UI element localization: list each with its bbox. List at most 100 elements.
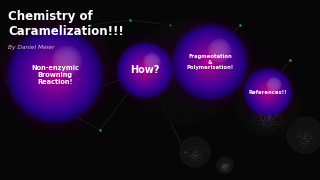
Point bbox=[217, 162, 222, 165]
Point bbox=[289, 100, 294, 103]
Point bbox=[271, 84, 276, 87]
Point bbox=[171, 27, 176, 30]
Point bbox=[57, 53, 62, 56]
Point bbox=[92, 75, 98, 78]
Circle shape bbox=[117, 42, 172, 97]
Point bbox=[157, 44, 162, 46]
Point bbox=[293, 95, 298, 98]
Point bbox=[228, 91, 233, 94]
Point bbox=[195, 23, 200, 26]
Point bbox=[161, 88, 166, 91]
Point bbox=[227, 162, 232, 165]
Point bbox=[154, 72, 159, 75]
Point bbox=[197, 69, 202, 72]
Point bbox=[22, 87, 27, 90]
Point bbox=[0, 52, 5, 55]
Point bbox=[151, 98, 156, 100]
Point bbox=[27, 18, 32, 21]
Point bbox=[237, 99, 242, 102]
Point bbox=[274, 98, 279, 100]
Point bbox=[55, 30, 60, 33]
Point bbox=[209, 38, 214, 41]
Point bbox=[219, 163, 224, 166]
Point bbox=[313, 132, 318, 134]
Point bbox=[53, 30, 58, 33]
Point bbox=[164, 96, 169, 99]
Point bbox=[38, 44, 43, 47]
Point bbox=[155, 103, 160, 106]
Point bbox=[242, 124, 247, 127]
Point bbox=[59, 106, 64, 109]
Point bbox=[11, 41, 16, 44]
Point bbox=[248, 120, 253, 123]
Point bbox=[49, 102, 54, 105]
Point bbox=[245, 93, 251, 96]
Point bbox=[222, 169, 227, 172]
Point bbox=[72, 65, 77, 68]
Point bbox=[63, 33, 68, 36]
Point bbox=[170, 61, 175, 64]
Point bbox=[46, 102, 52, 105]
Point bbox=[228, 163, 233, 166]
Point bbox=[294, 109, 299, 111]
Point bbox=[169, 40, 174, 43]
Point bbox=[138, 73, 143, 76]
Point bbox=[228, 167, 233, 170]
Point bbox=[180, 61, 185, 64]
Point bbox=[45, 37, 51, 40]
Point bbox=[215, 69, 220, 71]
Point bbox=[62, 64, 68, 67]
Point bbox=[266, 121, 271, 124]
Point bbox=[197, 86, 202, 89]
Point bbox=[39, 91, 44, 94]
Point bbox=[252, 83, 258, 86]
Point bbox=[274, 127, 279, 130]
Point bbox=[95, 31, 100, 34]
Point bbox=[224, 53, 229, 56]
Point bbox=[214, 65, 220, 68]
Point bbox=[278, 101, 283, 104]
Point bbox=[256, 93, 261, 96]
Point bbox=[38, 82, 44, 84]
Point bbox=[277, 88, 282, 91]
Point bbox=[249, 114, 254, 117]
Point bbox=[17, 53, 22, 55]
Point bbox=[242, 101, 247, 104]
Point bbox=[267, 100, 272, 103]
Point bbox=[245, 111, 250, 114]
Point bbox=[160, 88, 165, 91]
Point bbox=[212, 55, 217, 58]
Point bbox=[26, 80, 31, 82]
Point bbox=[70, 15, 75, 17]
Point bbox=[66, 86, 71, 88]
Point bbox=[215, 82, 220, 85]
Point bbox=[258, 98, 263, 101]
Point bbox=[271, 132, 276, 135]
Point bbox=[58, 73, 63, 76]
Point bbox=[88, 22, 93, 25]
Point bbox=[96, 55, 101, 58]
Point bbox=[252, 112, 257, 115]
Point bbox=[190, 60, 195, 63]
Point bbox=[185, 141, 190, 144]
Point bbox=[196, 89, 201, 92]
Point bbox=[47, 89, 52, 91]
Point bbox=[218, 41, 223, 44]
Point bbox=[288, 90, 293, 93]
Point bbox=[44, 101, 49, 104]
Point bbox=[73, 76, 78, 79]
Point bbox=[103, 58, 108, 61]
Point bbox=[262, 74, 267, 77]
Point bbox=[272, 127, 277, 130]
Point bbox=[64, 26, 69, 29]
Point bbox=[267, 110, 272, 113]
Point bbox=[251, 123, 256, 126]
Point bbox=[257, 90, 262, 93]
Point bbox=[96, 34, 101, 37]
Point bbox=[103, 74, 108, 77]
Point bbox=[255, 131, 260, 134]
Point bbox=[216, 163, 221, 166]
Point bbox=[0, 52, 5, 55]
Point bbox=[216, 166, 221, 169]
Point bbox=[244, 122, 249, 125]
